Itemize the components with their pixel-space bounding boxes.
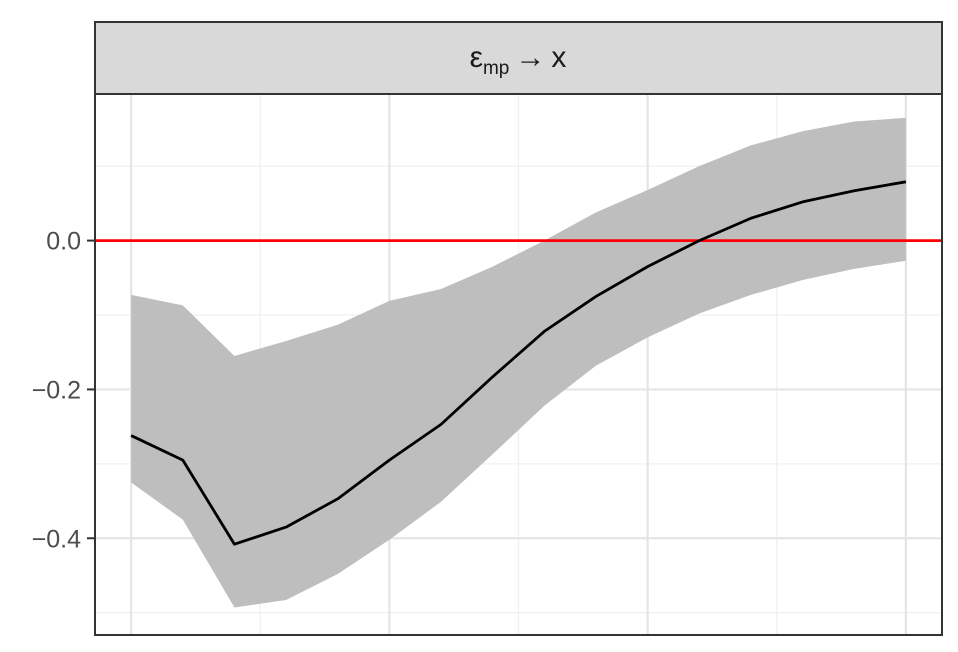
y-tick-label: −0.2 — [32, 376, 81, 404]
y-axis: 0.0 −0.2 −0.4 — [32, 228, 95, 553]
facet-label-target: x — [551, 41, 566, 74]
facet-label-symbol: ε — [470, 41, 483, 74]
facet-label-subscript: mp — [483, 58, 509, 79]
plot-panel — [94, 93, 943, 636]
y-tick-label: −0.4 — [32, 525, 81, 553]
panel-border — [94, 93, 943, 636]
facet-strip-background — [94, 21, 943, 95]
series-line — [130, 180, 907, 546]
line-layer — [130, 180, 907, 546]
facet-label-arrow: → — [515, 41, 545, 74]
facet-strip: εmp → x — [94, 21, 943, 95]
facet-strip-label: εmp → x — [470, 41, 567, 79]
y-tick-label: 0.0 — [46, 228, 81, 256]
